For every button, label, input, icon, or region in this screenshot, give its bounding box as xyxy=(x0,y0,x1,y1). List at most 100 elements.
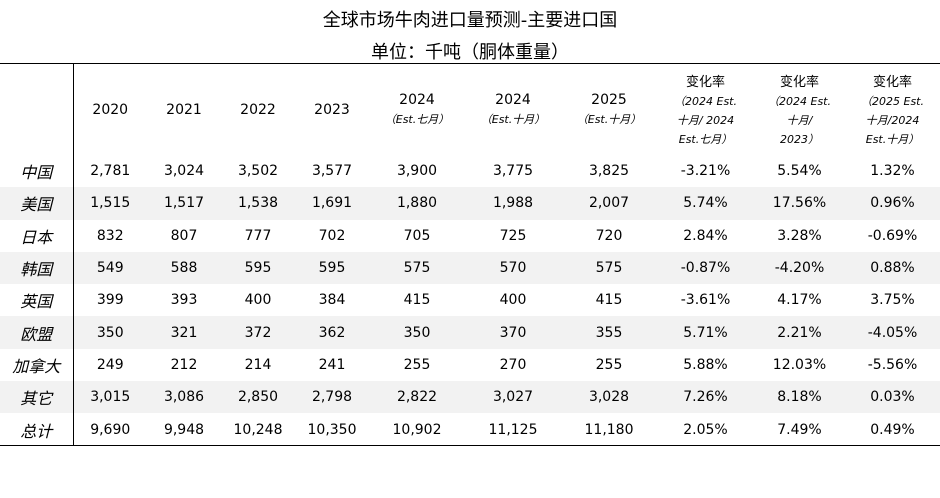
cell-volume: 400 xyxy=(499,292,527,309)
cell-change-rate: 5.74% xyxy=(657,187,754,220)
cell-volume: 11,180 xyxy=(584,421,634,438)
row-country: 日本 xyxy=(0,219,74,252)
table-subtitle: 单位：千吨（胴体重量） xyxy=(371,42,569,63)
cell-volume: 832 xyxy=(96,227,124,244)
header-year: 2025 （Est.十月） xyxy=(561,64,657,155)
cell-volume: 370 xyxy=(465,316,561,349)
table-row: 中国 2,781 3,024 3,502 3,577 3,900 3,775 3,825 -3.… xyxy=(0,155,940,188)
cell-change-rate: 0.03% xyxy=(845,381,940,414)
header-corner xyxy=(0,64,74,155)
cell-volume: 3,086 xyxy=(147,381,221,414)
cell-volume: 350 xyxy=(369,316,465,349)
table-row: 韩国 549 588 595 595 575 570 575 -0.87% -4.20% 0.88% xyxy=(0,251,940,285)
cell-volume: 1,515 xyxy=(73,187,147,220)
cell-change-rate: 0.88% xyxy=(845,251,940,285)
cell-change-rate: 2.84% xyxy=(683,227,728,244)
cell-volume: 270 xyxy=(499,356,527,373)
cell-change-rate: -4.05% xyxy=(845,316,940,349)
cell-volume: 1,517 xyxy=(147,187,221,220)
header-year: 2022 xyxy=(240,101,276,118)
cell-volume: 10,902 xyxy=(392,421,442,438)
row-country: 中国 xyxy=(0,155,74,188)
cell-change-rate: 1.32% xyxy=(870,163,915,180)
cell-volume: 3,825 xyxy=(588,163,630,180)
cell-volume: 241 xyxy=(318,356,346,373)
table-row: 总计 9,690 9,948 10,248 10,350 10,902 11,125 11,1… xyxy=(0,413,940,446)
cell-volume: 3,577 xyxy=(311,163,353,180)
cell-volume: 9,948 xyxy=(163,421,205,438)
header-year: 2021 xyxy=(166,101,202,118)
header-year-note: （Est.十月） xyxy=(480,113,546,126)
cell-volume: 1,880 xyxy=(369,187,465,220)
cell-volume: 1,538 xyxy=(221,187,295,220)
cell-change-rate: 5.88% xyxy=(683,356,728,373)
cell-volume: 255 xyxy=(595,356,623,373)
cell-volume: 11,125 xyxy=(488,421,538,438)
header-year: 2023 xyxy=(314,101,350,118)
cell-volume: 570 xyxy=(465,251,561,285)
table-row: 英国 399 393 400 384 415 400 415 -3.61% 4.17% 3.75% xyxy=(0,284,940,317)
table-row: 加拿大 249 212 214 241 255 270 255 5.88% 12.03% -5.56… xyxy=(0,348,940,382)
cell-volume: 1,691 xyxy=(295,187,369,220)
cell-volume: 350 xyxy=(73,316,147,349)
table-top-border xyxy=(0,63,940,64)
header-change-rate: 变化率 （2024 Est. 十月/ 2023） xyxy=(768,74,831,146)
cell-change-rate: 12.03% xyxy=(772,356,827,373)
cell-change-rate: 5.54% xyxy=(777,163,822,180)
beef-import-table: 2020 2021 2022 2023 2024 （Est.七月） 2024 （Es… xyxy=(0,64,940,446)
cell-volume: 321 xyxy=(147,316,221,349)
cell-change-rate: 17.56% xyxy=(754,187,845,220)
cell-change-rate: 7.49% xyxy=(777,421,822,438)
cell-change-rate: 7.26% xyxy=(657,381,754,414)
cell-volume: 3,900 xyxy=(396,163,438,180)
row-country: 加拿大 xyxy=(0,348,74,382)
cell-volume: 10,248 xyxy=(233,421,283,438)
cell-volume: 415 xyxy=(403,292,431,309)
cell-volume: 2,781 xyxy=(90,163,131,180)
table-bottom-border xyxy=(0,445,940,446)
row-country: 总计 xyxy=(0,413,74,446)
cell-volume: 1,988 xyxy=(465,187,561,220)
cell-change-rate: -3.61% xyxy=(680,292,731,309)
header-change-rate: 变化率 （2024 Est. 十月/ 2024 Est.七月） xyxy=(674,74,737,146)
table-row: 日本 832 807 777 702 705 725 720 2.84% 3.28% -0.69% xyxy=(0,219,940,252)
cell-volume: 255 xyxy=(403,356,431,373)
cell-volume: 400 xyxy=(244,292,272,309)
cell-volume: 807 xyxy=(170,227,198,244)
row-country: 韩国 xyxy=(0,251,74,285)
cell-volume: 2,850 xyxy=(221,381,295,414)
header-year-note: （Est.七月） xyxy=(384,113,450,126)
cell-volume: 212 xyxy=(170,356,198,373)
cell-volume: 372 xyxy=(221,316,295,349)
row-country: 欧盟 xyxy=(0,316,74,349)
cell-change-rate: -0.87% xyxy=(657,251,754,285)
cell-change-rate: -5.56% xyxy=(867,356,918,373)
cell-change-rate: 4.17% xyxy=(777,292,822,309)
cell-volume: 3,027 xyxy=(465,381,561,414)
cell-volume: 9,690 xyxy=(90,421,131,438)
cell-change-rate: 2.05% xyxy=(683,421,728,438)
cell-volume: 588 xyxy=(147,251,221,285)
cell-volume: 2,007 xyxy=(561,187,657,220)
header-year: 2024 （Est.十月） xyxy=(465,64,561,155)
cell-volume: 362 xyxy=(295,316,369,349)
cell-volume: 705 xyxy=(403,227,431,244)
header-year-note: （Est.十月） xyxy=(576,113,642,126)
cell-volume: 777 xyxy=(244,227,272,244)
cell-change-rate: 5.71% xyxy=(657,316,754,349)
cell-volume: 214 xyxy=(244,356,272,373)
cell-change-rate: 0.49% xyxy=(870,421,915,438)
cell-change-rate: 3.28% xyxy=(777,227,822,244)
cell-volume: 702 xyxy=(318,227,346,244)
cell-change-rate: 0.96% xyxy=(845,187,940,220)
cell-change-rate: 8.18% xyxy=(754,381,845,414)
cell-volume: 3,502 xyxy=(237,163,279,180)
cell-volume: 595 xyxy=(295,251,369,285)
cell-change-rate: -4.20% xyxy=(754,251,845,285)
cell-volume: 2,798 xyxy=(295,381,369,414)
header-year: 2024 （Est.七月） xyxy=(369,64,465,155)
cell-volume: 575 xyxy=(369,251,465,285)
cell-volume: 393 xyxy=(170,292,198,309)
table-row: 欧盟 350 321 372 362 350 370 355 5.71% 2.21% -4.05% xyxy=(0,316,940,349)
cell-volume: 725 xyxy=(499,227,527,244)
